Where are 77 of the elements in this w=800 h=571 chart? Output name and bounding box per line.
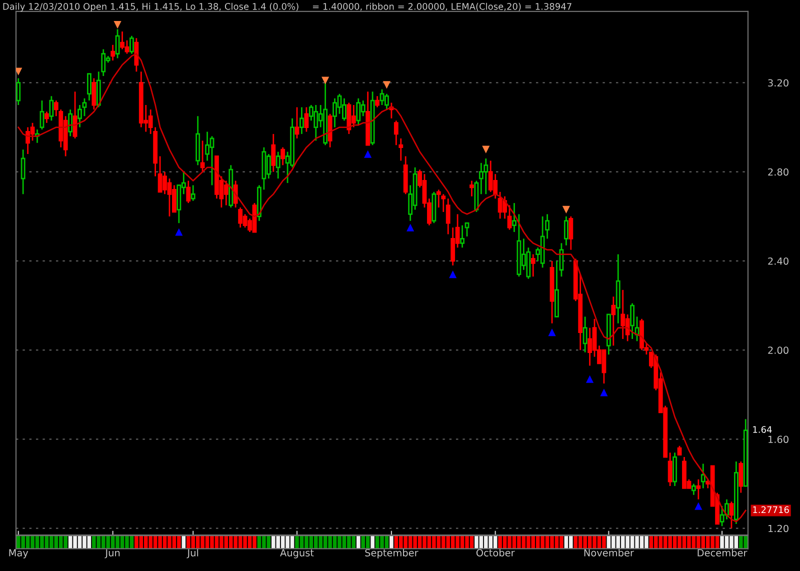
candlestick: [300, 106, 304, 135]
candlestick: [186, 180, 191, 204]
x-tick-label: November: [584, 548, 634, 556]
y-tick-label: 2.80: [768, 168, 788, 176]
point: [16, 68, 22, 76]
candlestick: [40, 100, 44, 130]
candlestick: [460, 224, 464, 248]
candlestick: [200, 140, 205, 173]
candlestick: [696, 478, 701, 500]
candlestick: [446, 198, 450, 235]
candlestick: [26, 126, 30, 155]
candlestick: [78, 104, 82, 128]
x-tick-label: May: [9, 549, 28, 558]
candlestick: [470, 180, 474, 198]
candlestick: [512, 202, 516, 233]
x-tick-label: September: [365, 548, 418, 558]
candlestick: [691, 483, 696, 496]
point: [364, 150, 372, 158]
candlestick: [49, 95, 54, 122]
point: [562, 206, 570, 214]
y-tick-label: 2.40: [768, 257, 788, 265]
y-tick-label: 2.00: [768, 346, 788, 354]
point: [548, 328, 556, 336]
y-tick-label: 1.20: [768, 524, 788, 532]
x-tick-label: December: [698, 548, 748, 556]
candlestick: [129, 35, 134, 54]
candlestick: [190, 184, 196, 202]
candlestick: [233, 180, 238, 208]
candlestick: [564, 216, 568, 246]
point: [600, 388, 608, 396]
point: [586, 375, 594, 383]
point: [175, 228, 183, 236]
candlestick: [582, 316, 588, 354]
point: [382, 81, 391, 89]
point: [406, 224, 414, 232]
candlestick: [668, 452, 672, 487]
candlestick: [611, 296, 616, 346]
candlestick: [630, 302, 635, 340]
candlestick: [68, 108, 73, 137]
point: [322, 76, 330, 84]
candlestick: [115, 28, 120, 59]
candlestick: [530, 254, 536, 278]
chart-title: Daily 12/03/2010 Open 1.415, Hi 1.415, Lo 1.38, Close 1.4 (0.0%): [3, 2, 298, 12]
candlestick: [464, 222, 470, 238]
candlestick: [700, 463, 706, 489]
point: [694, 502, 702, 510]
candlestick: [738, 460, 744, 494]
candlestick: [110, 44, 116, 62]
candlestick: [568, 216, 574, 251]
line-series: [18, 53, 746, 522]
candlestick: [375, 95, 380, 108]
y-tick-label: 3.20: [768, 79, 788, 87]
x-tick-label: Jun: [104, 549, 120, 558]
x-tick-label: August: [280, 549, 314, 558]
x-tick-label: Jul: [186, 548, 198, 558]
point: [449, 270, 457, 278]
candlestick: [44, 110, 49, 124]
text: 1.64: [753, 426, 772, 433]
candlestick: [507, 204, 512, 230]
candlestick: [20, 148, 26, 195]
candlestick: [276, 151, 280, 180]
candlestick: [16, 78, 21, 106]
candlestick: [294, 106, 300, 140]
candlestick: [271, 133, 276, 173]
candlestick: [86, 73, 92, 102]
text: 1.27716: [753, 506, 789, 514]
y-tick-label: 1.60: [768, 436, 788, 444]
point: [482, 146, 490, 154]
chart-subtitle: = 1.40000, ribbon = 2.00000, LEMA(Close,20) = 1.38947: [312, 2, 572, 11]
point: [114, 20, 122, 29]
candlestick: [304, 106, 309, 132]
candlestick: [280, 146, 286, 166]
candlestick: [92, 78, 96, 110]
candlestick: [134, 37, 139, 72]
x-tick-label: October: [476, 548, 515, 556]
candlestick: [729, 500, 734, 530]
candlestick: [82, 98, 87, 117]
